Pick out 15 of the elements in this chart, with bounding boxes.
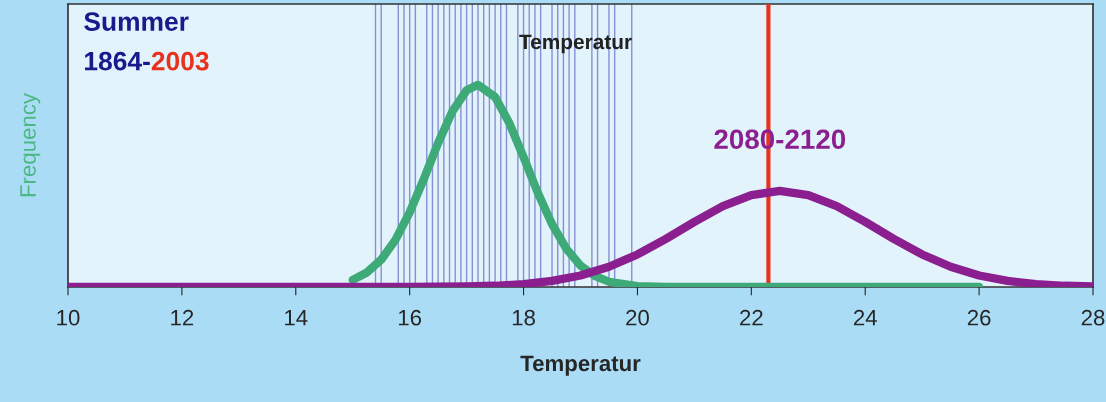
x-tick-label: 16 bbox=[399, 309, 422, 326]
x-tick-label: 18 bbox=[512, 309, 535, 326]
x-tick-label: 20 bbox=[626, 309, 649, 326]
text: 1864-2003 bbox=[85, 51, 209, 71]
y-axis-title: Frequency bbox=[20, 93, 41, 197]
x-axis-title: Temperatur bbox=[520, 355, 641, 376]
text: Summer bbox=[84, 12, 189, 31]
x-tick-label: 24 bbox=[853, 309, 877, 326]
x-tick-label: 28 bbox=[1081, 309, 1105, 326]
x-tick-label: 12 bbox=[171, 309, 194, 326]
x-tick-label: 14 bbox=[285, 310, 308, 326]
x-tick-label: 22 bbox=[740, 309, 763, 326]
x-tick-label: 10 bbox=[57, 309, 80, 326]
x-tick-label: 26 bbox=[967, 309, 991, 326]
text: Temperatur bbox=[519, 34, 632, 54]
